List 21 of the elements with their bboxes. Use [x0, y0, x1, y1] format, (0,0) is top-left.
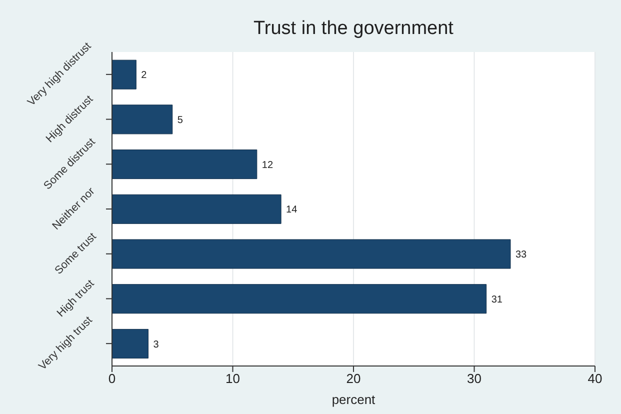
- x-tick-label: 10: [226, 371, 240, 386]
- bar: [112, 284, 487, 314]
- data-label: 31: [491, 294, 503, 306]
- data-label: 2: [141, 70, 148, 82]
- bar: [112, 60, 136, 90]
- chart-title: Trust in the government: [252, 18, 454, 40]
- bar: [112, 150, 258, 180]
- x-tick-label: 0: [108, 371, 116, 386]
- x-tick-label: 40: [588, 371, 602, 386]
- bar: [112, 239, 511, 269]
- bar: [112, 194, 282, 224]
- x-tick-label: 30: [467, 371, 482, 386]
- bar: [112, 104, 173, 134]
- data-label: 5: [177, 114, 184, 126]
- bar: [112, 328, 148, 358]
- data-label: 12: [262, 160, 274, 171]
- data-label: 3: [153, 339, 160, 350]
- data-label: 33: [515, 250, 528, 261]
- data-label: 14: [286, 204, 298, 216]
- x-tick-label: 20: [346, 371, 361, 386]
- x-axis-title: percent: [332, 392, 376, 407]
